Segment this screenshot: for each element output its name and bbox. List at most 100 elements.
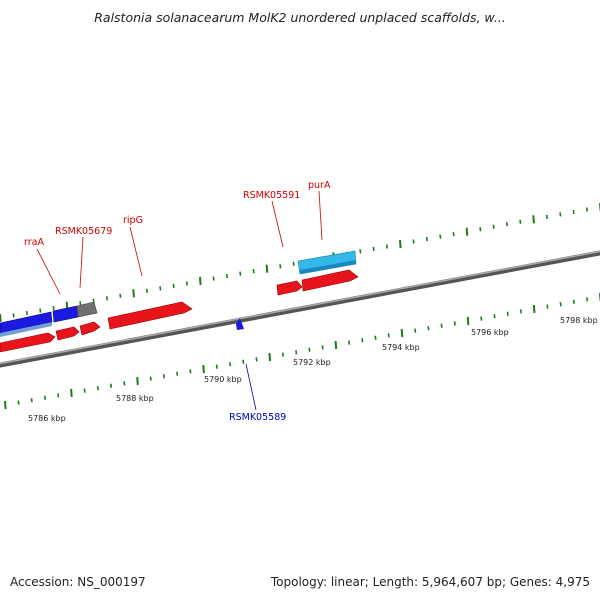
tick-mark xyxy=(70,388,73,398)
tick-mark xyxy=(292,261,295,266)
tick-mark xyxy=(295,350,298,355)
tick-mark xyxy=(202,364,205,374)
tick-mark xyxy=(79,301,82,306)
tick-label: 5790 kbp xyxy=(204,375,242,384)
tick-mark xyxy=(532,215,535,224)
tick-mark xyxy=(176,371,179,376)
tick-mark xyxy=(281,352,285,357)
tick-mark xyxy=(255,357,258,362)
tick-mark xyxy=(43,395,47,400)
tick-mark xyxy=(387,333,390,338)
tick-mark xyxy=(492,224,495,229)
tick-mark xyxy=(189,369,192,374)
gene-red-2[interactable] xyxy=(55,326,80,341)
gene-blue-1[interactable] xyxy=(0,311,53,337)
gene-red-1[interactable] xyxy=(0,332,56,353)
gene-cyan-purA-region[interactable] xyxy=(297,250,357,275)
tick-mark xyxy=(52,306,55,311)
tick-mark xyxy=(4,400,7,410)
tick-mark xyxy=(412,239,415,244)
tick-mark xyxy=(453,321,456,326)
tick-mark xyxy=(185,281,189,286)
tick-mark xyxy=(334,340,338,350)
tick-mark xyxy=(425,236,429,242)
tick-mark xyxy=(480,316,483,321)
lower-tick-row xyxy=(4,293,600,410)
tick-mark xyxy=(308,347,311,352)
tick-mark xyxy=(228,362,232,367)
tick-mark xyxy=(0,313,2,323)
tick-mark xyxy=(30,398,33,403)
gene-label-purA[interactable]: purA xyxy=(308,180,331,191)
tick-label: 5788 kbp xyxy=(116,394,154,403)
upper-tick-row xyxy=(0,203,600,323)
tick-mark xyxy=(162,374,166,379)
tick-mark xyxy=(439,234,442,239)
gene-blue-2[interactable] xyxy=(52,305,79,323)
tick-mark xyxy=(321,345,324,350)
gene-red-RSMK05591[interactable] xyxy=(276,280,303,296)
tick-mark xyxy=(374,335,377,340)
tick-mark xyxy=(440,323,443,328)
gene-label-RSMK05679[interactable]: RSMK05679 xyxy=(55,226,112,237)
tick-mark xyxy=(225,273,229,279)
tick-mark xyxy=(215,364,218,369)
tick-mark xyxy=(399,239,402,249)
tick-mark xyxy=(585,207,589,212)
gene-red-3[interactable] xyxy=(79,321,101,336)
tick-mark xyxy=(96,386,99,391)
tick-mark xyxy=(172,283,175,289)
tick-mark xyxy=(427,326,430,331)
tick-mark xyxy=(145,288,149,293)
tick-mark xyxy=(414,328,417,333)
tick-mark xyxy=(506,311,509,316)
tick-mark xyxy=(39,308,42,313)
label-leaders xyxy=(36,190,323,411)
gene-pseudo[interactable] xyxy=(76,301,98,318)
tick-mark xyxy=(400,328,404,338)
tick-mark xyxy=(559,212,562,217)
tick-mark xyxy=(359,249,362,254)
gene-label-RSMK05591[interactable]: RSMK05591 xyxy=(243,190,300,201)
tick-mark xyxy=(572,209,575,215)
tick-mark xyxy=(83,388,86,393)
tick-mark xyxy=(252,269,255,274)
tick-mark xyxy=(149,376,152,381)
genome-summary: Topology: linear; Length: 5,964,607 bp; … xyxy=(270,575,590,589)
tick-label: 5798 kbp xyxy=(560,316,598,325)
gene-blue-small[interactable] xyxy=(236,318,244,330)
tick-mark xyxy=(479,227,482,232)
tick-mark xyxy=(559,302,562,307)
tick-mark xyxy=(109,383,113,388)
tick-mark xyxy=(347,340,351,345)
gene-label-rraA[interactable]: rraA xyxy=(24,237,44,248)
tick-mark xyxy=(519,219,522,224)
tick-mark xyxy=(361,338,364,343)
tick-mark xyxy=(585,297,589,302)
tick-mark xyxy=(572,299,575,304)
tick-mark xyxy=(132,289,135,298)
tick-label: 5792 kbp xyxy=(293,358,331,367)
gene-label-ripG[interactable]: ripG xyxy=(123,215,143,226)
gene-red-ripG[interactable] xyxy=(107,301,193,330)
tick-mark xyxy=(385,244,389,249)
tick-mark xyxy=(17,400,20,405)
tick-mark xyxy=(265,264,269,273)
genome-backbone xyxy=(0,250,600,368)
tick-mark xyxy=(159,286,162,291)
tick-mark xyxy=(505,222,509,227)
tick-mark xyxy=(493,314,496,319)
tick-label: 5794 kbp xyxy=(382,343,420,352)
gene-red-purA[interactable] xyxy=(301,269,359,292)
tick-mark xyxy=(212,276,215,281)
tick-mark xyxy=(57,393,60,398)
tick-mark xyxy=(466,316,470,326)
tick-label: 5796 kbp xyxy=(471,328,509,337)
tick-mark xyxy=(546,304,549,309)
tick-mark xyxy=(25,310,29,316)
tick-mark xyxy=(119,293,122,298)
tick-mark xyxy=(268,352,272,362)
gene-label-RSMK05589[interactable]: RSMK05589 xyxy=(229,412,286,423)
tick-mark xyxy=(136,376,139,386)
